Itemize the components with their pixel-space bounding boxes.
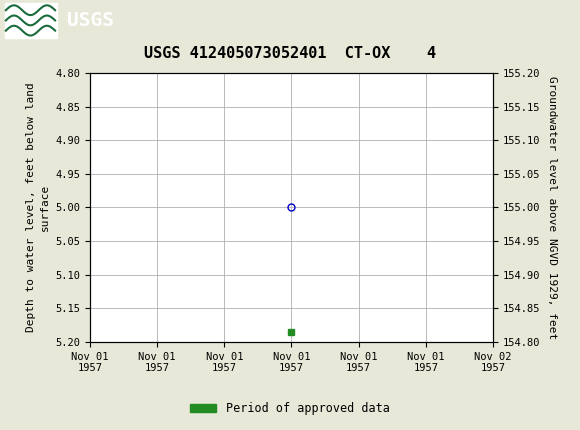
Y-axis label: Groundwater level above NGVD 1929, feet: Groundwater level above NGVD 1929, feet bbox=[547, 76, 557, 339]
FancyBboxPatch shape bbox=[5, 3, 57, 37]
Text: USGS: USGS bbox=[67, 11, 114, 30]
Y-axis label: Depth to water level, feet below land
surface: Depth to water level, feet below land su… bbox=[27, 83, 50, 332]
Text: USGS 412405073052401  CT-OX    4: USGS 412405073052401 CT-OX 4 bbox=[144, 46, 436, 61]
Legend: Period of approved data: Period of approved data bbox=[186, 397, 394, 420]
